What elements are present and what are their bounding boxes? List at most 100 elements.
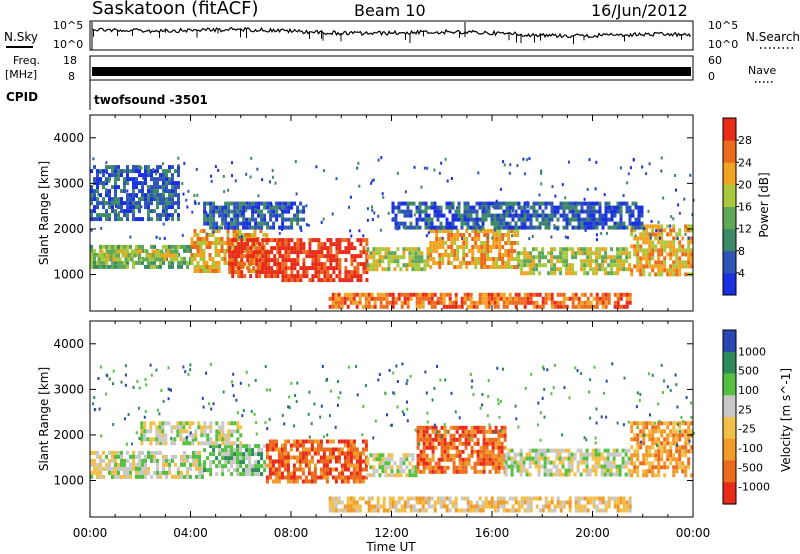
velocity-ytick-label-0: 1000: [53, 474, 84, 488]
velocity-ytick-label-1: 2000: [53, 428, 84, 442]
velocity-cbar-label-3: 25: [738, 403, 752, 416]
power-band-6: [429, 229, 520, 269]
power-band-3: [228, 238, 280, 279]
power-band-11: [328, 292, 632, 309]
velocity-band-1: [203, 444, 267, 477]
power-cbar-swatch-2: [723, 228, 736, 252]
time-tick-label-5: 20:00: [575, 526, 610, 540]
power-cbar-label-1: 8: [738, 245, 745, 258]
power-ytick-label-2: 3000: [53, 176, 84, 190]
freq-panel-frame: [89, 55, 694, 81]
velocity-axes: 1000 2000 3000 4000: [53, 321, 694, 517]
power-cbar-label-4: 20: [738, 178, 752, 191]
time-axis: 00:00 04:00 08:00 12:00 16:00 20:00 00:00: [73, 526, 711, 540]
power-cbar-label-6: 28: [738, 134, 752, 147]
velocity-cbar-swatch-5: [723, 438, 736, 462]
nsearch-tick-top: 10^5: [708, 19, 738, 32]
velocity-ytick-label-2: 3000: [53, 382, 84, 396]
power-axes: 1000 2000 3000 4000: [53, 115, 694, 311]
velocity-cbar-swatch-3: [723, 395, 736, 418]
velocity-ylabel: Slant Range [km]: [37, 367, 51, 471]
power-noise: [90, 156, 695, 242]
power-cbar-label-2: 12: [738, 223, 752, 236]
velocity-heatmap: [90, 362, 695, 513]
power-cbar-swatch-4: [723, 184, 736, 207]
velocity-band-0: [90, 450, 204, 479]
power-cbar-label-3: 16: [738, 201, 752, 214]
nsky-tick-top: 10^5: [53, 19, 83, 32]
power-cbar-swatch-3: [723, 206, 736, 230]
station-title: Saskatoon (fitACF): [92, 0, 259, 19]
velocity-cbar-label-2: 100: [738, 384, 759, 397]
power-cbar-label-5: 24: [738, 156, 752, 169]
power-band-10: [391, 201, 644, 230]
power-band-5: [366, 247, 430, 272]
freq-unit-label: [MHz]: [5, 68, 37, 81]
cpid-value: twofsound -3501: [94, 93, 208, 107]
nave-tick-top: 60: [708, 54, 722, 67]
nsky-panel-frame: [89, 20, 694, 51]
power-colorbar-label: Power [dB]: [757, 172, 771, 237]
velocity-cbar-label-4: -25: [738, 423, 756, 436]
nsearch-label: N.Search: [746, 30, 800, 44]
nave-label: Nave: [748, 64, 776, 77]
power-ytick-label-0: 1000: [53, 268, 84, 282]
velocity-cbar-frame: [722, 329, 737, 505]
velocity-cbar-swatch-7: [723, 482, 736, 505]
velocity-noise: [92, 362, 695, 447]
velocity-panel-frame: [89, 320, 694, 518]
velocity-cbar-swatch-4: [723, 417, 736, 440]
velocity-cbar-swatch-1: [723, 351, 736, 375]
power-ytick-label-3: 4000: [53, 131, 84, 145]
time-tick-label-1: 04:00: [173, 526, 208, 540]
power-cbar-swatch-0: [723, 272, 736, 296]
time-axis-label: Time UT: [365, 540, 416, 554]
freq-tick-bottom: 8: [68, 70, 75, 83]
velocity-colorbar: 1000 500 100 25 -25 -100 -500 -1000: [722, 329, 770, 505]
power-cbar-swatch-1: [723, 250, 736, 274]
velocity-cbar-label-0: 1000: [738, 345, 766, 358]
power-cbar-swatch-6: [723, 140, 736, 163]
velocity-cbar-label-7: -1000: [738, 481, 770, 494]
velocity-band-2: [265, 439, 368, 484]
time-tick-label-0: 00:00: [73, 526, 108, 540]
cpid-label: CPID: [6, 90, 38, 104]
power-ylabel: Slant Range [km]: [37, 161, 51, 265]
velocity-band-7: [328, 496, 632, 513]
nave-tick-bottom: 0: [708, 70, 715, 83]
velocity-cbar-label-1: 500: [738, 365, 759, 378]
time-tick-label-6: 00:00: [676, 526, 711, 540]
power-heatmap: [90, 156, 695, 309]
power-band-7: [517, 247, 632, 276]
date-title: 16/Jun/2012: [591, 1, 688, 20]
power-cbar-label-0: 4: [738, 267, 745, 280]
nsearch-tick-bottom: 10^0: [708, 38, 738, 51]
freq-label: Freq.: [13, 54, 40, 67]
velocity-ytick-label-3: 4000: [53, 337, 84, 351]
beam-title: Beam 10: [354, 1, 426, 20]
nsky-spikes: [91, 22, 682, 50]
nsky-tick-bottom: 10^0: [53, 38, 83, 51]
velocity-band-3: [366, 453, 418, 478]
velocity-cbar-label-5: -100: [738, 442, 763, 455]
velocity-cbar-swatch-2: [723, 373, 736, 396]
power-band-4: [278, 238, 369, 283]
velocity-cbar-label-6: -500: [738, 461, 763, 474]
velocity-cbar-swatch-6: [723, 460, 736, 483]
velocity-band-4: [416, 425, 507, 474]
freq-band: [92, 67, 691, 76]
velocity-band-5: [504, 448, 631, 477]
nsky-label: N.Sky: [4, 30, 38, 44]
power-band-9: [203, 201, 306, 230]
power-colorbar: 4 8 12 16 20 24 28: [722, 117, 752, 296]
time-tick-label-3: 12:00: [374, 526, 409, 540]
time-tick-label-2: 08:00: [274, 526, 309, 540]
power-cbar-swatch-5: [723, 162, 736, 185]
power-band-1: [97, 249, 179, 262]
power-ytick-label-1: 2000: [53, 222, 84, 236]
freq-tick-top: 18: [63, 54, 77, 67]
velocity-cbar-swatch-0: [723, 330, 736, 353]
power-band-12: [90, 165, 180, 222]
velocity-colorbar-label: Velocity [m s^-1]: [779, 368, 793, 472]
